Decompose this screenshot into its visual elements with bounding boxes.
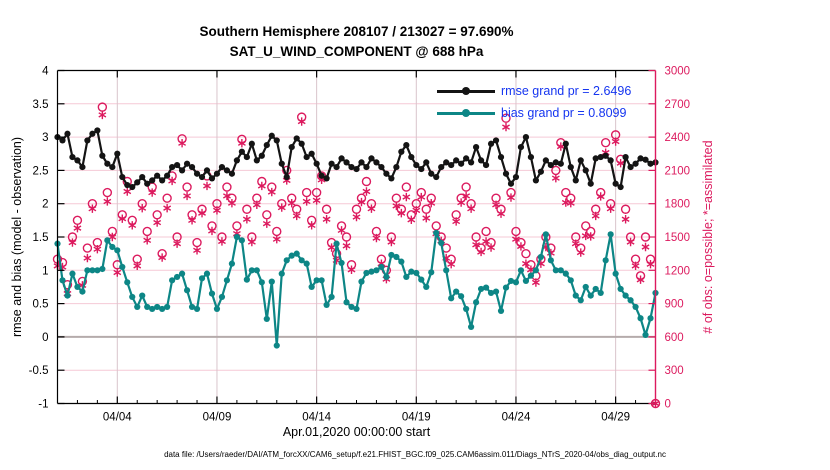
svg-text:2100: 2100 — [665, 165, 691, 177]
svg-text:-1: -1 — [38, 399, 48, 411]
svg-text:3.5: 3.5 — [33, 99, 49, 111]
svg-text:1500: 1500 — [665, 232, 691, 244]
svg-text:04/24: 04/24 — [502, 412, 531, 424]
svg-text:600: 600 — [665, 332, 684, 344]
svg-text:1.5: 1.5 — [33, 232, 49, 244]
svg-text:3000: 3000 — [665, 66, 691, 78]
svg-text:0.5: 0.5 — [33, 299, 49, 311]
rmse-marker-icon — [462, 87, 470, 95]
possible-obs-scatter — [52, 102, 661, 409]
y-axis-right-ticks: 0 300 600 900 1200 1500 1800 2100 2400 2700 3000 — [648, 66, 691, 411]
svg-text:300: 300 — [665, 365, 684, 377]
svg-text:04/04: 04/04 — [103, 412, 132, 424]
svg-text:-0.5: -0.5 — [29, 365, 49, 377]
svg-text:1200: 1200 — [665, 265, 691, 277]
svg-text:04/19: 04/19 — [402, 412, 431, 424]
svg-text:04/29: 04/29 — [601, 412, 630, 424]
svg-text:2400: 2400 — [665, 132, 691, 144]
x-axis-label: Apr.01,2020 00:00:00 start — [282, 425, 431, 439]
y-axis-left-label: rmse and bias (model - observation) — [10, 136, 24, 338]
data-file-caption: data file: /Users/raeder/DAI/ATM_forcXX/… — [164, 450, 666, 459]
legend-label-bias: bias grand pr = 0.8099 — [501, 106, 627, 120]
bias-line — [54, 229, 659, 349]
svg-text:900: 900 — [665, 299, 684, 311]
plot-title-line1: Southern Hemisphere 208107 / 213027 = 97… — [199, 24, 514, 39]
y-axis-left-ticks: -1 -0.5 0 0.5 1 1.5 2 2.5 3 3.5 4 — [29, 66, 65, 411]
legend: rmse grand pr = 2.6496 bias grand pr = 0… — [437, 80, 631, 124]
rmse-line — [54, 127, 659, 191]
rmse-line-sample — [437, 87, 495, 95]
plot-title-line2: SAT_U_WIND_COMPONENT @ 688 hPa — [229, 44, 484, 59]
svg-text:2700: 2700 — [665, 99, 691, 111]
svg-text:04/09: 04/09 — [203, 412, 232, 424]
svg-text:0: 0 — [665, 399, 671, 411]
svg-text:2: 2 — [42, 199, 48, 211]
x-axis-ticks: 04/04 04/09 04/14 04/19 04/24 04/29 — [57, 70, 637, 424]
bias-marker-icon — [462, 109, 470, 117]
svg-text:04/14: 04/14 — [302, 412, 331, 424]
bias-line-sample — [437, 109, 495, 117]
y-axis-right-label: # of obs: o=possible; *=assimilated — [701, 140, 715, 334]
legend-label-rmse: rmse grand pr = 2.6496 — [501, 84, 632, 98]
svg-text:4: 4 — [42, 66, 49, 78]
legend-row-bias: bias grand pr = 0.8099 — [437, 102, 631, 124]
svg-text:1: 1 — [42, 265, 48, 277]
svg-text:0: 0 — [42, 332, 48, 344]
legend-row-rmse: rmse grand pr = 2.6496 — [437, 80, 631, 102]
svg-text:3: 3 — [42, 132, 48, 144]
svg-text:2.5: 2.5 — [33, 165, 49, 177]
svg-text:1800: 1800 — [665, 199, 691, 211]
